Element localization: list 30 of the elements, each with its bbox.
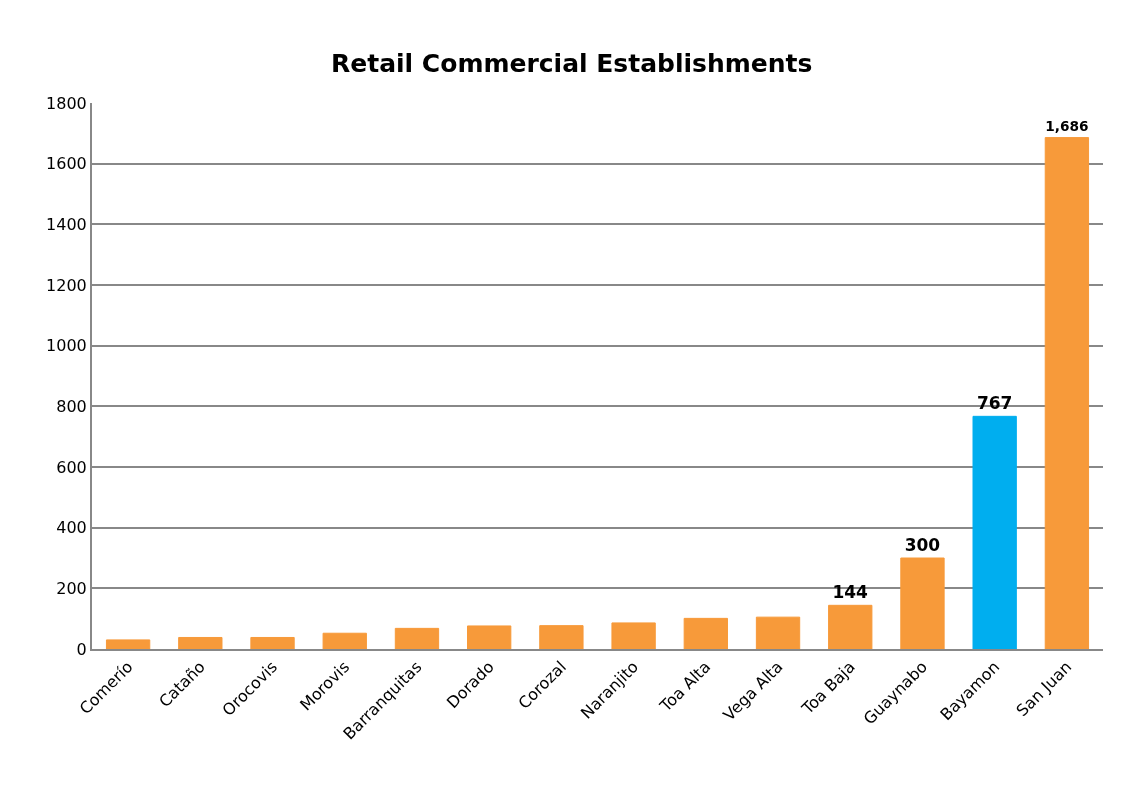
bar [394, 627, 440, 649]
data-label: 144 [832, 582, 869, 603]
bar [1044, 137, 1090, 649]
y-tick-label: 0 [76, 639, 87, 659]
y-tick-label: 1800 [46, 93, 87, 113]
y-tick-label: 800 [56, 396, 87, 416]
bar [322, 632, 367, 649]
bar [539, 625, 584, 649]
bar [683, 617, 728, 649]
y-tick-label: 200 [56, 578, 87, 598]
y-tick-label: 1400 [46, 214, 87, 234]
y-tick-label: 600 [56, 457, 87, 477]
y-tick-label: 1600 [46, 154, 87, 174]
data-label: 767 [976, 393, 1013, 414]
bar [467, 625, 512, 649]
x-tick-label: Toa Alta [655, 657, 715, 717]
bar [828, 604, 873, 649]
y-tick-label: 1200 [46, 275, 87, 295]
y-tick-label: 400 [56, 518, 87, 538]
bar [755, 616, 801, 649]
bar [250, 636, 295, 649]
bar [972, 415, 1017, 649]
bar [900, 557, 945, 649]
bar [611, 622, 656, 649]
bar [105, 639, 151, 649]
bar [178, 636, 223, 649]
data-label: 1,686 [1045, 118, 1089, 135]
data-label: 300 [904, 535, 941, 555]
chart-title: Retail Commercial Establishments [330, 49, 813, 79]
y-tick-label: 1000 [46, 336, 87, 356]
